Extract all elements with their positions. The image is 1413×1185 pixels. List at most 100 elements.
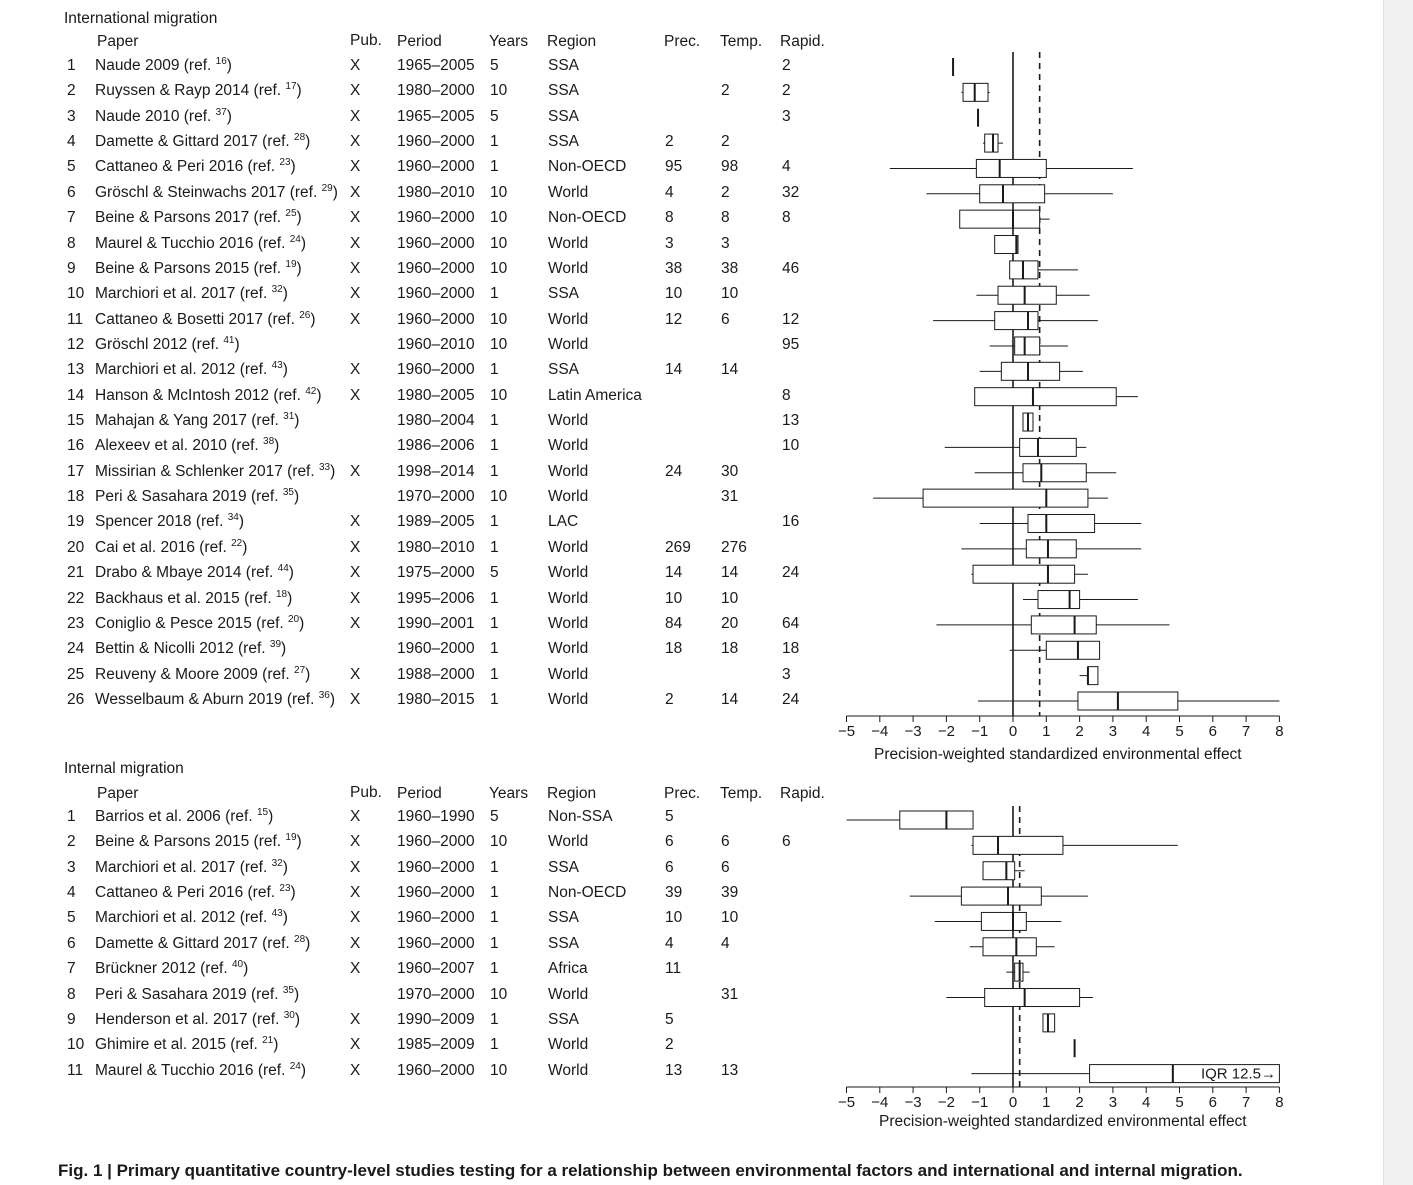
prec-count: 11	[665, 960, 682, 978]
paren-close: )	[305, 665, 311, 683]
row-number: 2	[67, 833, 76, 851]
x-tick-label: 8	[1275, 723, 1283, 740]
ref-number: 23	[279, 883, 291, 895]
box-mark	[1009, 640, 1101, 660]
ref-number: 32	[271, 284, 283, 296]
box-mark	[971, 564, 1088, 584]
years-cell: 1	[490, 285, 499, 303]
ref-number: 15	[256, 807, 269, 818]
table-row: 11 X 1960–2000 10 World 13 13 Maurel & Tucchio …	[0, 1061, 840, 1082]
x-tick-label: −2	[938, 723, 955, 740]
period-cell: 1980–2005	[397, 386, 475, 404]
scrollbar-track[interactable]	[1383, 0, 1413, 1185]
box-mark	[979, 361, 1083, 381]
region-cell: World	[548, 234, 589, 252]
prec-count: 14	[665, 361, 683, 379]
region-cell: Latin America	[548, 386, 642, 404]
section-title: Internal migration	[64, 760, 184, 777]
table-row: 9 X 1960–2000 10 World 38 38 46 Beine & Parsons …	[0, 259, 840, 280]
x-tick-label: 1	[1042, 1094, 1050, 1111]
iqr-box	[1019, 437, 1077, 457]
ref-number: 23	[279, 157, 291, 169]
rapid-count: 46	[782, 259, 800, 277]
ref-number: 26	[299, 309, 311, 321]
period-cell: 1980–2010	[397, 538, 475, 556]
iqr-box	[1025, 539, 1077, 559]
temp-count: 8	[721, 209, 730, 227]
table-row: 1 X 1960–1990 5 Non-SSA 5 Barrios et al. 2006 …	[0, 808, 840, 828]
years-cell: 1	[490, 909, 499, 927]
paper-name: Ghimire et al. 2015 (ref.	[95, 1036, 263, 1054]
header-rapid: Rapid.	[780, 33, 825, 50]
header-rapid: Rapid.	[780, 785, 825, 802]
iqr-box	[960, 886, 1042, 906]
box-mark	[961, 539, 1142, 559]
row-number: 22	[67, 589, 85, 607]
paper-name: Naude 2010 (ref.	[95, 107, 216, 125]
header-period: Period	[397, 33, 442, 50]
row-number: 10	[67, 1036, 85, 1054]
prec-count: 13	[665, 1061, 683, 1079]
period-cell: 1960–2000	[397, 640, 475, 658]
prec-count: 269	[665, 538, 691, 556]
iqr-box	[1014, 336, 1041, 356]
rapid-count: 13	[782, 412, 800, 430]
ref-number: 35	[282, 487, 294, 499]
ref-number: 20	[288, 613, 300, 625]
pub-mark: X	[350, 538, 361, 556]
paper-citation: Peri & Sasahara 2019 (ref. 35)	[95, 488, 299, 506]
ref-number: 19	[285, 832, 297, 844]
iqr-box	[1045, 640, 1101, 660]
paper-name: Maurel & Tucchio 2016 (ref.	[95, 234, 290, 252]
region-cell: SSA	[548, 858, 580, 876]
table-row: 4 X 1960–2000 1 Non-OECD 39 39 Cattaneo & Peri …	[0, 884, 840, 904]
temp-count: 31	[721, 985, 739, 1003]
years-cell: 5	[490, 564, 499, 582]
iqr-box	[997, 285, 1057, 305]
paren-close: )	[305, 133, 311, 151]
box-mark	[971, 1064, 1280, 1084]
paren-close: )	[305, 934, 311, 952]
x-tick-label: −4	[871, 1094, 888, 1111]
x-axis-title: Precision-weighted standardized environm…	[874, 746, 1242, 763]
paper-citation: Beine & Parsons 2017 (ref. 25)	[95, 209, 302, 227]
rapid-count: 3	[782, 665, 791, 683]
paper-citation: Maurel & Tucchio 2016 (ref. 24)	[95, 234, 306, 253]
period-cell: 1986–2006	[397, 437, 475, 455]
box-mark	[944, 437, 1087, 457]
table-row: 12 1960–2010 10 World 95 Gröschl 2012 (ref. 4…	[0, 335, 840, 356]
paren-close: )	[296, 82, 302, 100]
paper-name: Peri & Sasahara 2019 (ref.	[95, 488, 283, 506]
paper-name: Brückner 2012 (ref.	[95, 960, 232, 978]
pub-mark: X	[350, 614, 361, 632]
years-cell: 10	[490, 310, 508, 328]
header-prec: Prec.	[664, 33, 701, 50]
paper-name: Damette & Gittard 2017 (ref.	[95, 133, 295, 151]
paper-citation: Damette & Gittard 2017 (ref. 28)	[95, 133, 310, 151]
prec-count: 2	[665, 691, 674, 708]
paper-citation: Barrios et al. 2006 (ref. 15)	[95, 808, 273, 826]
temp-count: 20	[721, 614, 739, 632]
ref-number: 30	[283, 1009, 295, 1021]
period-cell: 1988–2000	[397, 665, 475, 683]
table-row: 3 X 1960–2000 1 SSA 6 6 Marchiori et al. 2017 (…	[0, 858, 840, 879]
period-cell: 1985–2009	[397, 1036, 475, 1054]
temp-count: 38	[721, 259, 739, 277]
paper-citation: Cai et al. 2016 (ref. 22)	[95, 538, 247, 557]
years-cell: 10	[490, 335, 508, 353]
pub-mark: X	[350, 513, 361, 531]
header-paper: Paper	[97, 33, 139, 50]
row-number: 26	[67, 691, 85, 708]
rapid-count: 3	[782, 107, 791, 125]
rapid-count: 24	[782, 564, 800, 582]
box-mark	[1006, 962, 1030, 982]
pub-mark: X	[350, 386, 361, 404]
region-cell: World	[548, 691, 589, 708]
x-tick-label: 2	[1075, 723, 1083, 740]
prec-count: 18	[665, 640, 683, 658]
region-cell: World	[548, 614, 589, 632]
temp-count: 18	[721, 640, 739, 658]
paper-name: Wesselbaum & Aburn 2019 (ref.	[95, 691, 319, 708]
header-years: Years	[489, 33, 529, 50]
period-cell: 1989–2005	[397, 513, 475, 531]
